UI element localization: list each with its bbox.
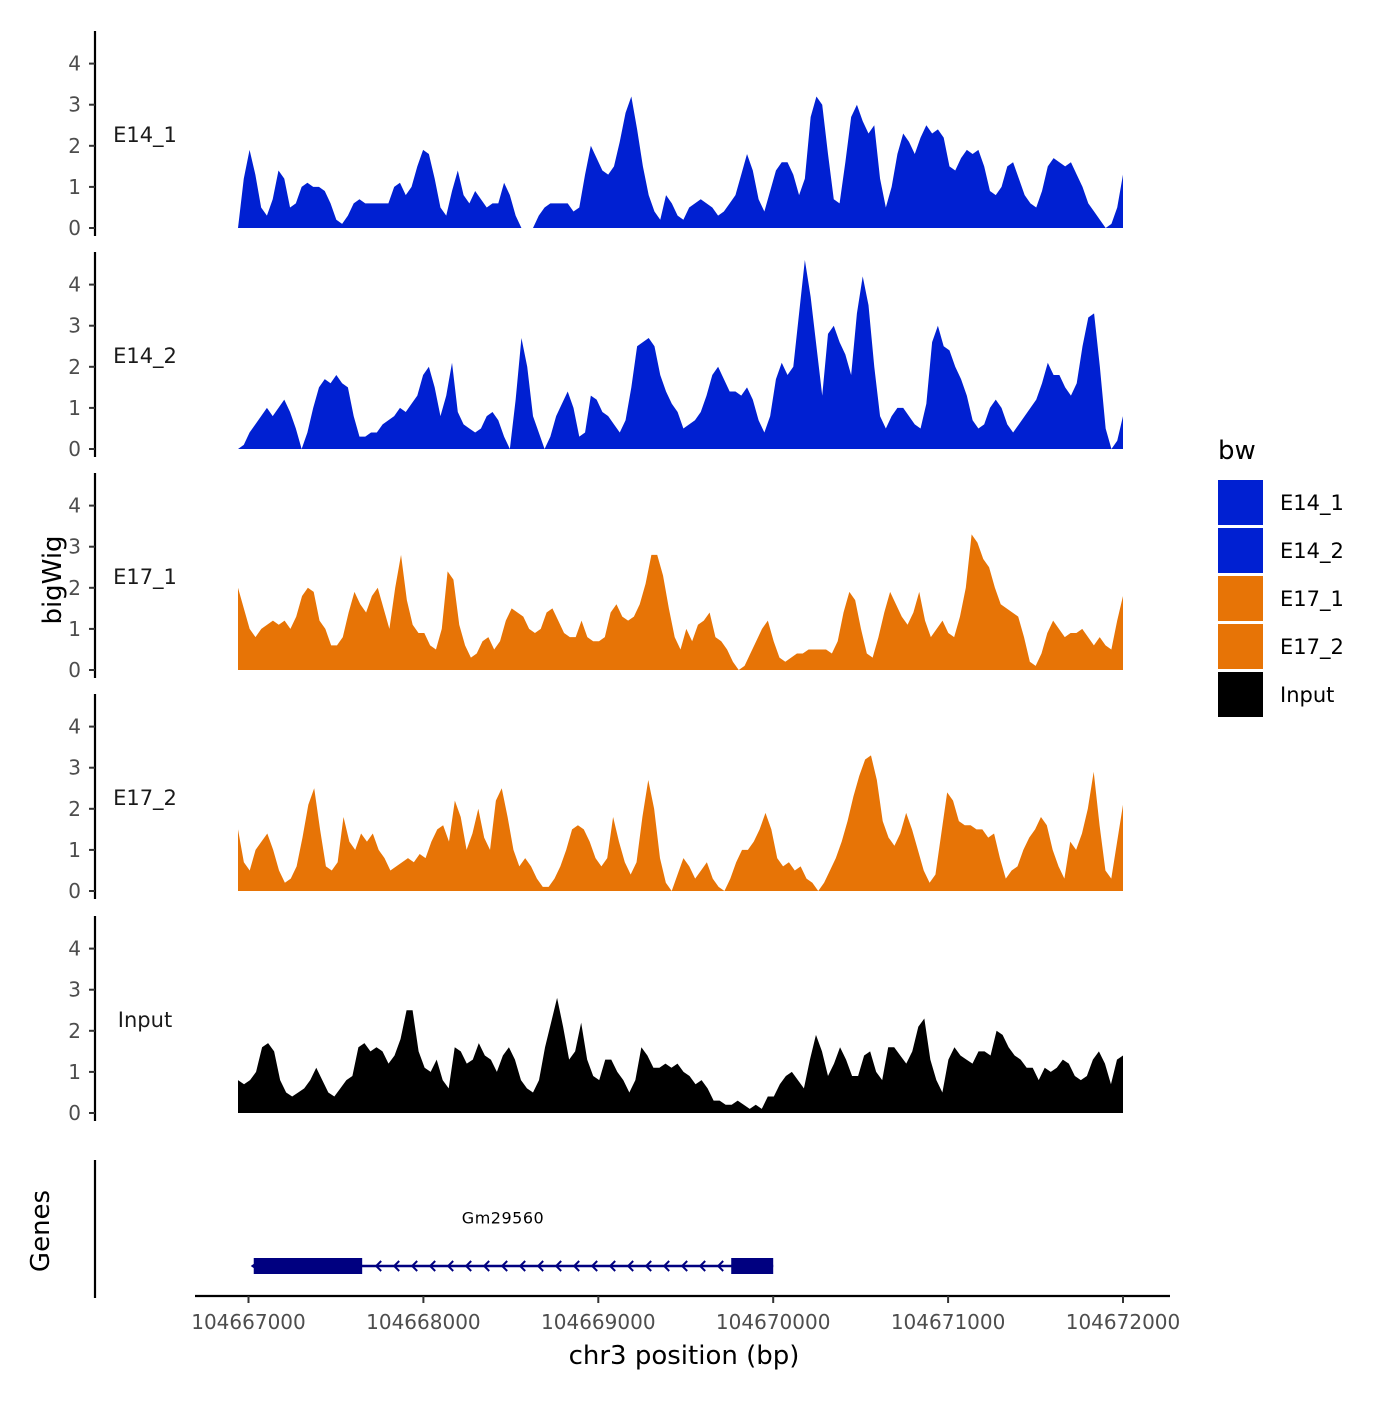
legend-item-e17-1: E17_1 [1218, 576, 1344, 621]
strand-arrow [482, 1260, 490, 1272]
strand-arrow [500, 1260, 508, 1272]
strand-arrow [590, 1260, 598, 1272]
y-tick-label: 0 [68, 437, 81, 461]
strand-arrow [410, 1260, 418, 1272]
strand-arrow [536, 1260, 544, 1272]
gene-exon [253, 1258, 363, 1274]
legend-label: E17_2 [1280, 635, 1344, 660]
strand-arrow [572, 1260, 580, 1272]
genes-axis-title: Genes [26, 1190, 56, 1272]
y-tick-label: 4 [68, 494, 81, 518]
y-tick-label: 3 [68, 93, 81, 117]
x-axis-title: chr3 position (bp) [569, 1341, 800, 1371]
y-tick-label: 1 [68, 838, 81, 862]
y-tick-label: 3 [68, 535, 81, 559]
y-tick-label: 2 [68, 1019, 81, 1043]
y-tick-label: 3 [68, 756, 81, 780]
strand-arrow [428, 1260, 436, 1272]
legend-swatch [1218, 672, 1263, 717]
legend-title: bw [1218, 436, 1256, 466]
signal-area-e14-2 [238, 259, 1123, 449]
y-tick-label: 1 [68, 1060, 81, 1084]
track-label: E14_2 [113, 344, 177, 369]
strand-arrow [518, 1260, 526, 1272]
strand-arrow [554, 1260, 562, 1272]
x-tick-label: 104671000 [891, 1310, 1006, 1334]
track-e17-1: 0 1 2 3 4 E17_1 [68, 473, 1123, 682]
y-tick-label: 2 [68, 355, 81, 379]
y-tick-label: 4 [68, 937, 81, 961]
legend-item-input: Input [1218, 672, 1334, 717]
legend-item-e14-1: E14_1 [1218, 480, 1344, 525]
legend-label: E17_1 [1280, 587, 1344, 612]
y-tick-label: 1 [68, 396, 81, 420]
signal-area-input [238, 997, 1123, 1113]
strand-arrow [644, 1260, 652, 1272]
track-label: E17_1 [113, 565, 177, 590]
gene-name-label: Gm29560 [462, 1209, 544, 1228]
x-tick-label: 104670000 [716, 1310, 831, 1334]
genes-layer: Gm29560 [93, 1160, 774, 1298]
legend-label: E14_1 [1280, 491, 1344, 516]
strand-arrow [374, 1260, 382, 1272]
track-label: E17_2 [113, 786, 177, 811]
y-tick-label: 2 [68, 797, 81, 821]
y-tick-label: 3 [68, 314, 81, 338]
signal-area-e14-1 [238, 96, 1123, 228]
x-tick-label: 104669000 [541, 1310, 656, 1334]
strand-arrow [662, 1260, 670, 1272]
strand-arrow [446, 1260, 454, 1272]
y-tick-label: 1 [68, 175, 81, 199]
legend-swatch [1218, 624, 1263, 669]
legend-label: E14_2 [1280, 539, 1344, 564]
y-tick-label: 4 [68, 273, 81, 297]
track-e17-2: 0 1 2 3 4 E17_2 [68, 694, 1123, 903]
legend-item-e14-2: E14_2 [1218, 528, 1344, 573]
strand-arrow [608, 1260, 616, 1272]
y-tick-label: 4 [68, 715, 81, 739]
legend-swatch [1218, 528, 1263, 573]
x-tick-label: 104672000 [1066, 1310, 1181, 1334]
legend-item-e17-2: E17_2 [1218, 624, 1344, 669]
gene-gm29560: Gm29560 [250, 1209, 774, 1274]
y-tick-label: 0 [68, 216, 81, 240]
y-tick-label: 0 [68, 879, 81, 903]
y-axis-title: bigWig [38, 535, 68, 624]
y-tick-label: 2 [68, 134, 81, 158]
track-e14-2: 0 1 2 3 4 E14_2 [68, 252, 1123, 461]
y-tick-label: 1 [68, 617, 81, 641]
x-tick-label: 104667000 [191, 1310, 306, 1334]
strand-arrow [392, 1260, 400, 1272]
track-label: E14_1 [113, 123, 177, 148]
legend-label: Input [1280, 683, 1334, 707]
gene-exon [731, 1258, 774, 1274]
signal-area-e17-2 [238, 755, 1123, 891]
legend-swatch [1218, 480, 1263, 525]
tracks-layer: 0 1 2 3 4 E14_1 0 1 2 3 4 E14_2 0 1 2 3 4 E17_1 0 1 2 3 4 E17_2… [68, 31, 1123, 1125]
track-e14-1: 0 1 2 3 4 E14_1 [68, 31, 1123, 240]
strand-arrow [626, 1260, 634, 1272]
track-label: Input [118, 1008, 172, 1032]
strand-arrow [698, 1260, 706, 1272]
y-tick-label: 4 [68, 52, 81, 76]
legend-swatch [1218, 576, 1263, 621]
y-tick-label: 0 [68, 658, 81, 682]
signal-area-e17-1 [238, 534, 1123, 670]
y-tick-label: 3 [68, 978, 81, 1002]
strand-arrow [464, 1260, 472, 1272]
track-input: 0 1 2 3 4 Input [68, 916, 1123, 1125]
legend: bw E14_1 E14_2 E17_1 E17_2 Input [1218, 436, 1344, 717]
strand-arrow [716, 1260, 724, 1272]
gene-start-tip [250, 1261, 258, 1271]
y-tick-label: 2 [68, 576, 81, 600]
x-tick-label: 104668000 [366, 1310, 481, 1334]
x-axis: 104667000 104668000 104669000 104670000 1046… [191, 1294, 1181, 1334]
strand-arrow [680, 1260, 688, 1272]
y-tick-label: 0 [68, 1101, 81, 1125]
